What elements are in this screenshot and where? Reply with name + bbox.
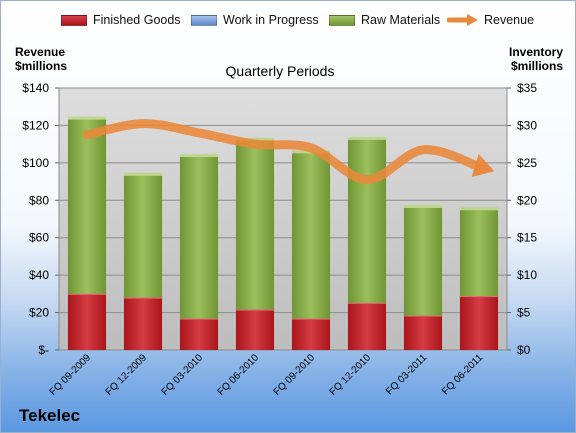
- left-axis-title-line2: $millions: [15, 59, 68, 73]
- bar-raw-materials-cap: [123, 172, 163, 176]
- x-axis-tick-label: FQ 03-2010: [160, 352, 206, 398]
- bar-raw-materials-cap: [459, 207, 499, 211]
- bar-finished-goods: [459, 296, 499, 350]
- left-axis-tick-label: $20: [29, 306, 49, 320]
- right-axis-tick-label: $0: [517, 343, 531, 357]
- bar-finished-goods: [403, 315, 443, 350]
- left-axis-tick-label: $-: [38, 343, 49, 357]
- left-axis-tick-label: $80: [29, 193, 49, 207]
- legend-label-finished-goods: Finished Goods: [93, 13, 181, 27]
- right-axis-title: Inventory $millions: [509, 45, 563, 73]
- left-axis-title: Revenue $millions: [15, 45, 67, 73]
- left-axis-tick-label: $140: [22, 81, 49, 95]
- left-axis-tick-label: $120: [22, 118, 49, 132]
- right-axis-tick-label: $35: [517, 81, 537, 95]
- left-axis-tick-label: $40: [29, 268, 49, 282]
- revenue-arrowhead: [471, 153, 495, 177]
- bar-raw-materials: [291, 152, 331, 319]
- left-axis-tick-label: $100: [22, 156, 49, 170]
- legend-item-raw-materials: Raw Materials: [329, 10, 440, 30]
- bar-raw-materials: [403, 207, 443, 316]
- left-axis-title-line1: Revenue: [15, 45, 66, 59]
- bar-raw-materials: [235, 139, 275, 310]
- right-axis-tick-label: $15: [517, 231, 537, 245]
- bar-raw-materials: [347, 138, 387, 303]
- x-axis-tick-label: FQ 06-2010: [216, 352, 262, 398]
- x-axis-tick-label: FQ 12-2009: [104, 352, 150, 398]
- legend-swatch-revenue: [447, 14, 478, 26]
- chart-title: Quarterly Periods: [226, 63, 335, 79]
- x-axis-tick-label: FQ 03-2011: [384, 352, 429, 397]
- revenue-line: [82, 119, 484, 185]
- bar-raw-materials: [67, 118, 107, 294]
- bar-finished-goods: [235, 309, 275, 350]
- company-name: Tekelec: [19, 406, 81, 425]
- right-axis-tick-label: $5: [517, 306, 531, 320]
- legend-item-revenue: Revenue: [447, 10, 534, 30]
- right-axis-tick-label: $30: [517, 118, 537, 132]
- right-axis-tick-label: $20: [517, 193, 537, 207]
- bar-finished-goods: [179, 318, 219, 350]
- x-axis-tick-label: FQ 09-2009: [48, 352, 94, 398]
- right-axis-title-line1: Inventory: [508, 45, 563, 59]
- x-axis-tick-label: FQ 06-2011: [440, 352, 485, 397]
- right-axis-tick-label: $10: [517, 268, 537, 282]
- bar-raw-materials-cap: [67, 116, 107, 120]
- legend: Finished Goods Work in Progress Raw Mate…: [1, 10, 575, 30]
- legend-item-finished-goods: Finished Goods: [61, 10, 181, 30]
- legend-swatch-finished-goods: [61, 14, 87, 26]
- bar-raw-materials-cap: [347, 136, 387, 140]
- bar-finished-goods: [123, 297, 163, 350]
- legend-label-raw-materials: Raw Materials: [361, 13, 441, 27]
- x-axis-tick-label: FQ 09-2010: [272, 352, 318, 398]
- legend-label-revenue: Revenue: [484, 13, 535, 27]
- legend-swatch-raw-materials: [329, 14, 355, 26]
- legend-item-work-in-progress: Work in Progress: [191, 10, 319, 30]
- left-axis-tick-label: $60: [29, 231, 49, 245]
- bar-finished-goods: [291, 318, 331, 350]
- bar-raw-materials: [179, 156, 219, 319]
- right-axis-title-line2: $millions: [510, 59, 563, 73]
- bar-raw-materials-cap: [235, 137, 275, 141]
- bar-raw-materials-cap: [403, 205, 443, 209]
- x-axis-tick-label: FQ 12-2010: [328, 352, 374, 398]
- bar-finished-goods: [67, 293, 107, 350]
- bar-finished-goods: [347, 302, 387, 350]
- legend-label-work-in-progress: Work in Progress: [223, 13, 319, 27]
- bar-raw-materials-cap: [179, 154, 219, 158]
- legend-swatch-work-in-progress: [191, 14, 217, 26]
- bar-raw-materials: [123, 174, 163, 298]
- bar-raw-materials: [459, 209, 499, 297]
- right-axis-tick-label: $25: [517, 156, 537, 170]
